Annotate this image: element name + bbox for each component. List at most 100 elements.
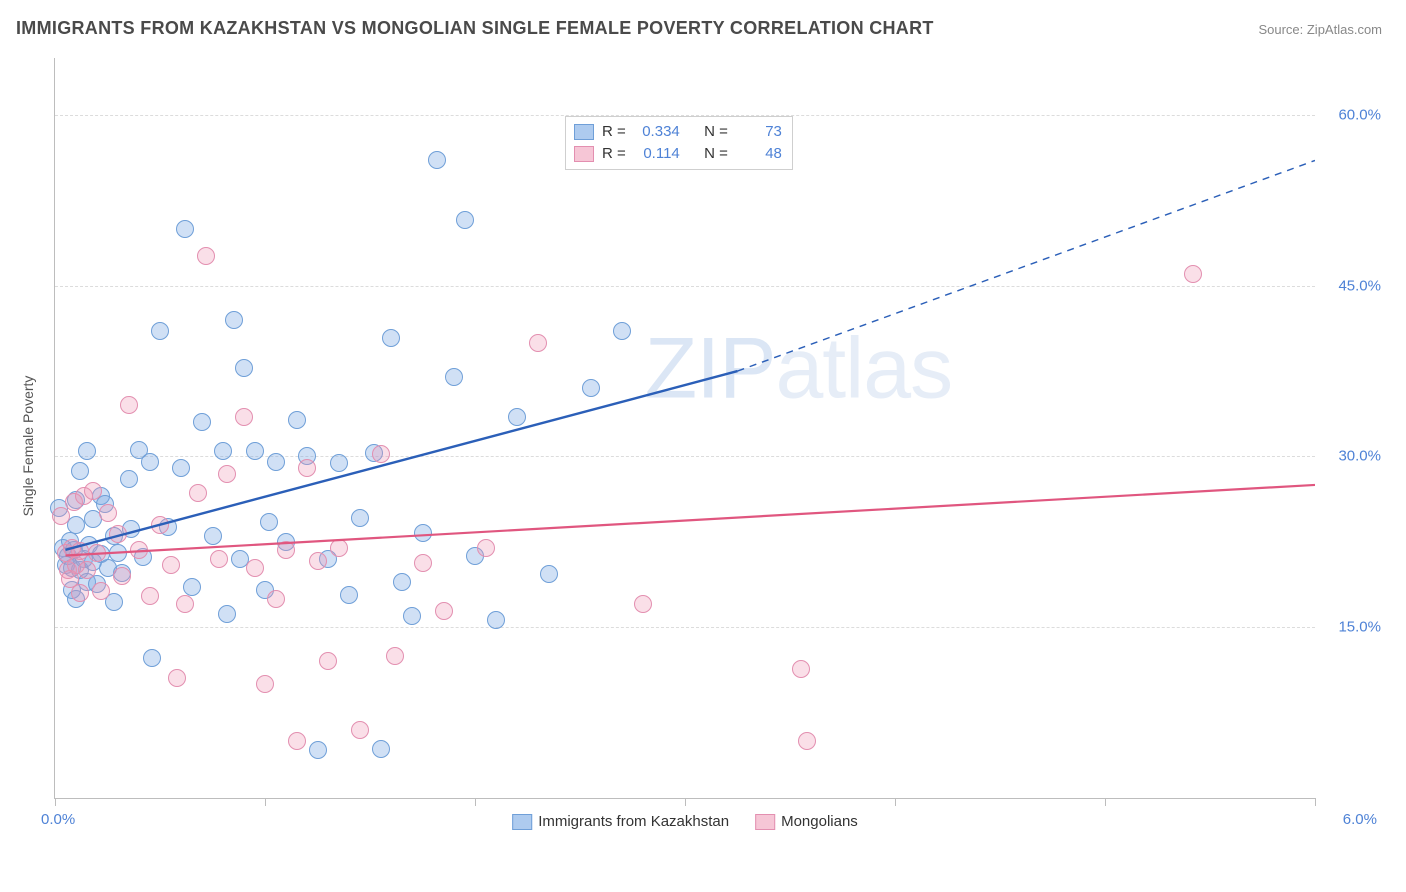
x-tick bbox=[1315, 798, 1316, 806]
data-point-kazakhstan bbox=[487, 611, 505, 629]
data-point-mongolians bbox=[120, 396, 138, 414]
data-point-kazakhstan bbox=[288, 411, 306, 429]
data-point-mongolians bbox=[151, 516, 169, 534]
data-point-mongolians bbox=[477, 539, 495, 557]
watermark-atlas: atlas bbox=[775, 320, 952, 416]
data-point-mongolians bbox=[1184, 265, 1202, 283]
data-point-mongolians bbox=[792, 660, 810, 678]
data-point-kazakhstan bbox=[456, 211, 474, 229]
data-point-mongolians bbox=[256, 675, 274, 693]
data-point-kazakhstan bbox=[582, 379, 600, 397]
stats-row-mongolians: R = 0.114 N = 48 bbox=[574, 143, 782, 165]
data-point-kazakhstan bbox=[428, 151, 446, 169]
data-point-kazakhstan bbox=[120, 470, 138, 488]
trendline-ext-kazakhstan bbox=[738, 160, 1316, 371]
data-point-kazakhstan bbox=[151, 322, 169, 340]
data-point-kazakhstan bbox=[109, 544, 127, 562]
data-point-kazakhstan bbox=[143, 649, 161, 667]
data-point-mongolians bbox=[288, 732, 306, 750]
data-point-mongolians bbox=[189, 484, 207, 502]
stats-row-kazakhstan: R = 0.334 N = 73 bbox=[574, 121, 782, 143]
data-point-mongolians bbox=[197, 247, 215, 265]
data-point-mongolians bbox=[298, 459, 316, 477]
r-value-kazakhstan: 0.334 bbox=[634, 121, 680, 143]
data-point-kazakhstan bbox=[218, 605, 236, 623]
n-value-kazakhstan: 73 bbox=[736, 121, 782, 143]
gridline bbox=[55, 286, 1315, 287]
data-point-mongolians bbox=[414, 554, 432, 572]
data-point-mongolians bbox=[88, 544, 106, 562]
data-point-mongolians bbox=[267, 590, 285, 608]
y-tick-label: 45.0% bbox=[1338, 277, 1381, 294]
data-point-mongolians bbox=[372, 445, 390, 463]
data-point-kazakhstan bbox=[340, 586, 358, 604]
y-tick-label: 15.0% bbox=[1338, 619, 1381, 636]
data-point-mongolians bbox=[277, 541, 295, 559]
legend-label-kazakhstan: Immigrants from Kazakhstan bbox=[538, 813, 729, 830]
y-tick-label: 30.0% bbox=[1338, 448, 1381, 465]
data-point-kazakhstan bbox=[403, 607, 421, 625]
legend-label-mongolians: Mongolians bbox=[781, 813, 858, 830]
data-point-kazakhstan bbox=[309, 741, 327, 759]
data-point-kazakhstan bbox=[78, 442, 96, 460]
gridline bbox=[55, 456, 1315, 457]
data-point-mongolians bbox=[330, 539, 348, 557]
x-axis-label-max: 6.0% bbox=[1343, 811, 1377, 828]
data-point-kazakhstan bbox=[445, 368, 463, 386]
data-point-mongolians bbox=[141, 587, 159, 605]
data-point-mongolians bbox=[319, 652, 337, 670]
data-point-mongolians bbox=[168, 669, 186, 687]
swatch-kazakhstan bbox=[574, 124, 594, 140]
x-axis-label-min: 0.0% bbox=[41, 811, 75, 828]
x-tick bbox=[895, 798, 896, 806]
data-point-mongolians bbox=[162, 556, 180, 574]
data-point-kazakhstan bbox=[141, 453, 159, 471]
data-point-kazakhstan bbox=[235, 359, 253, 377]
data-point-mongolians bbox=[309, 552, 327, 570]
data-point-mongolians bbox=[130, 541, 148, 559]
swatch-kazakhstan-icon bbox=[512, 814, 532, 830]
data-point-kazakhstan bbox=[176, 220, 194, 238]
legend-item-kazakhstan: Immigrants from Kazakhstan bbox=[512, 813, 729, 830]
data-point-mongolians bbox=[218, 465, 236, 483]
data-point-mongolians bbox=[246, 559, 264, 577]
source-label: Source: ZipAtlas.com bbox=[1258, 22, 1382, 37]
x-tick bbox=[1105, 798, 1106, 806]
y-axis-title: Single Female Poverty bbox=[20, 376, 36, 517]
series-legend: Immigrants from Kazakhstan Mongolians bbox=[512, 813, 858, 830]
chart-title: IMMIGRANTS FROM KAZAKHSTAN VS MONGOLIAN … bbox=[16, 18, 934, 39]
data-point-mongolians bbox=[386, 647, 404, 665]
data-point-mongolians bbox=[176, 595, 194, 613]
data-point-kazakhstan bbox=[193, 413, 211, 431]
data-point-kazakhstan bbox=[260, 513, 278, 531]
data-point-kazakhstan bbox=[204, 527, 222, 545]
data-point-kazakhstan bbox=[613, 322, 631, 340]
gridline bbox=[55, 627, 1315, 628]
data-point-kazakhstan bbox=[508, 408, 526, 426]
data-point-mongolians bbox=[210, 550, 228, 568]
plot-area: ZIPatlas R = 0.334 N = 73 R = 0.114 N = … bbox=[54, 58, 1315, 799]
x-tick bbox=[55, 798, 56, 806]
data-point-mongolians bbox=[529, 334, 547, 352]
data-point-kazakhstan bbox=[393, 573, 411, 591]
data-point-kazakhstan bbox=[330, 454, 348, 472]
data-point-kazakhstan bbox=[183, 578, 201, 596]
data-point-kazakhstan bbox=[351, 509, 369, 527]
data-point-kazakhstan bbox=[214, 442, 232, 460]
n-value-mongolians: 48 bbox=[736, 143, 782, 165]
swatch-mongolians bbox=[574, 146, 594, 162]
data-point-mongolians bbox=[634, 595, 652, 613]
y-tick-label: 60.0% bbox=[1338, 106, 1381, 123]
data-point-mongolians bbox=[435, 602, 453, 620]
data-point-mongolians bbox=[78, 561, 96, 579]
data-point-mongolians bbox=[71, 542, 89, 560]
x-tick bbox=[475, 798, 476, 806]
watermark: ZIPatlas bbox=[645, 319, 952, 418]
data-point-mongolians bbox=[351, 721, 369, 739]
data-point-kazakhstan bbox=[372, 740, 390, 758]
data-point-mongolians bbox=[235, 408, 253, 426]
data-point-mongolians bbox=[113, 567, 131, 585]
data-point-kazakhstan bbox=[267, 453, 285, 471]
data-point-mongolians bbox=[798, 732, 816, 750]
data-point-mongolians bbox=[71, 584, 89, 602]
